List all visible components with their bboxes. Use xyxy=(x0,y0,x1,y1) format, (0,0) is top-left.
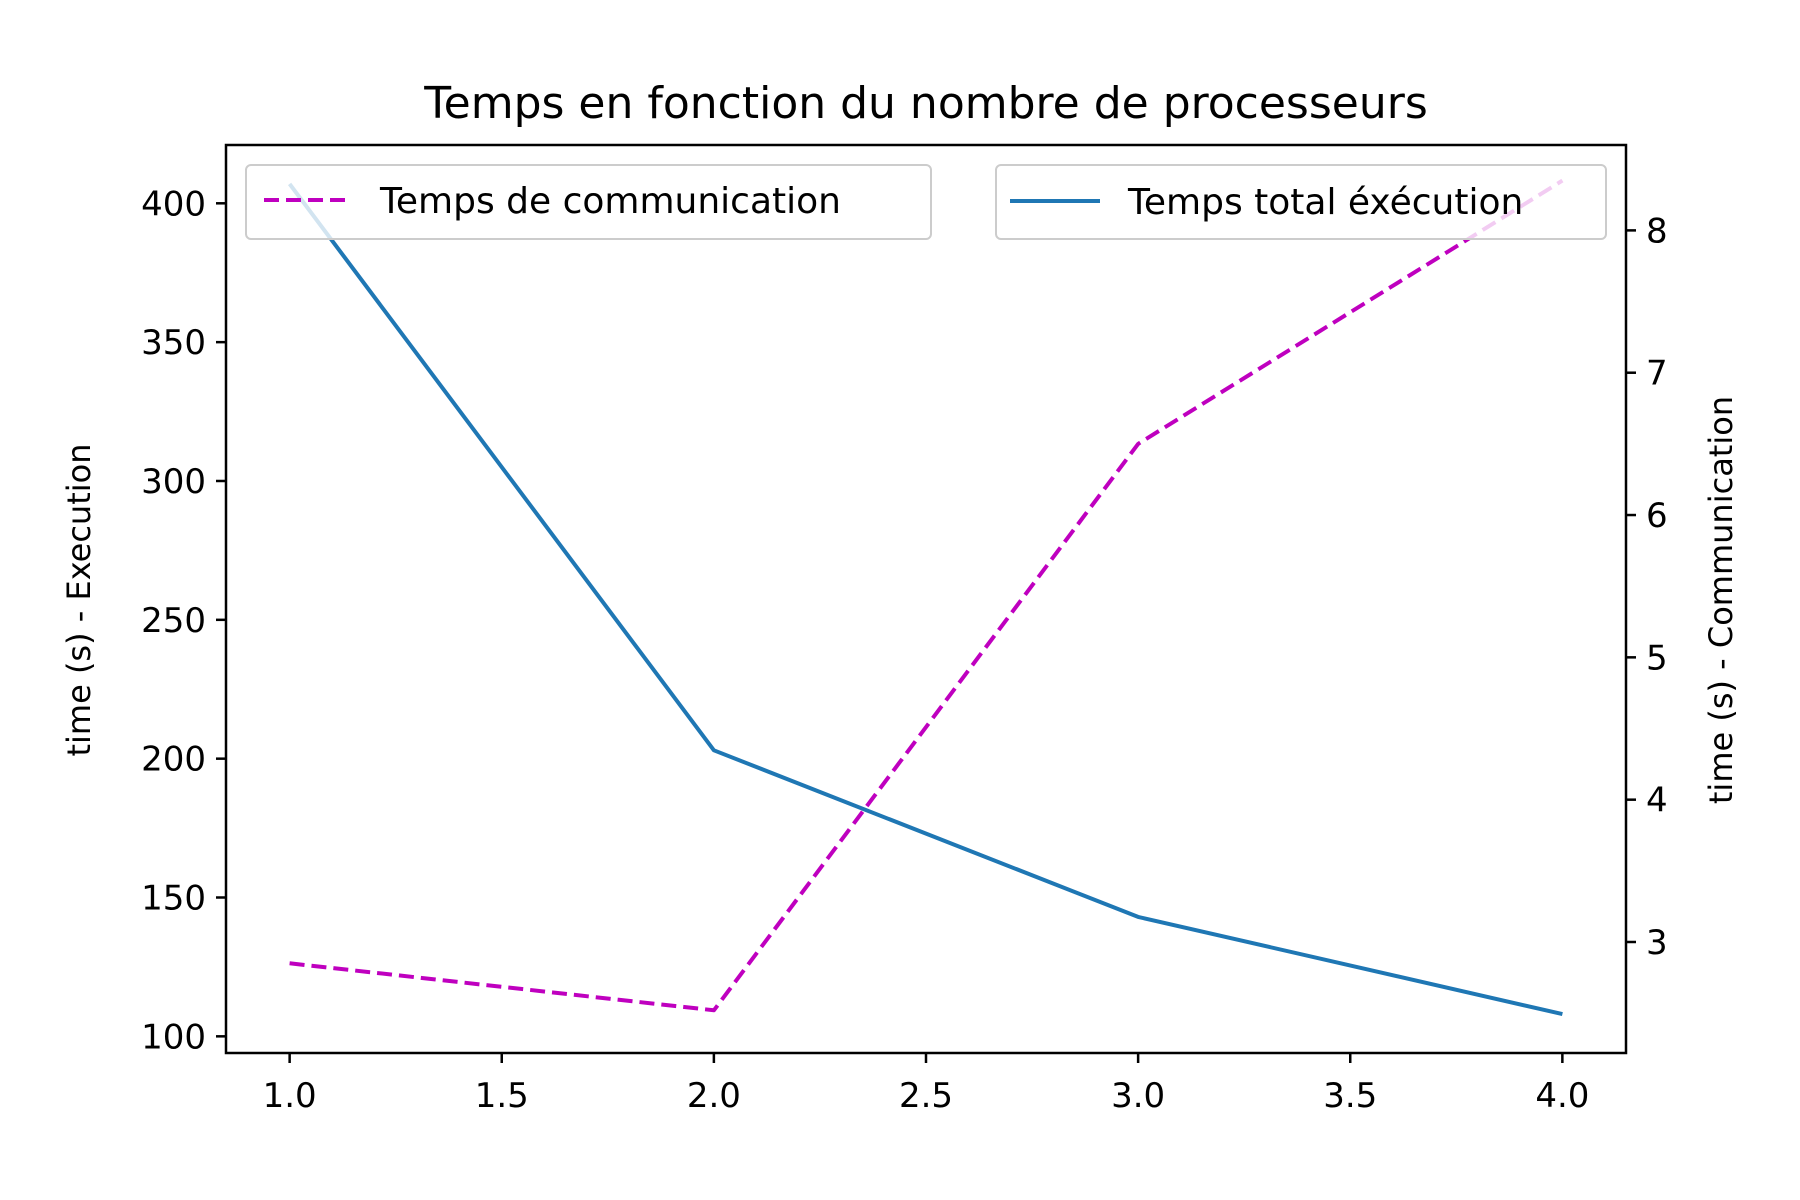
left-y-tick-label: 200 xyxy=(141,740,206,780)
plot-area xyxy=(287,178,1564,1017)
legend-communication-box xyxy=(245,164,932,240)
x-tick-label: 1.5 xyxy=(475,1076,529,1116)
x-tick-label: 2.5 xyxy=(899,1076,953,1116)
legend-total-execution-box xyxy=(995,164,1607,240)
right-y-tick-label: 4 xyxy=(1646,781,1668,821)
series-line-total-execution xyxy=(287,182,1563,1017)
right-axis-label: time (s) - Communication xyxy=(1702,396,1740,804)
left-y-tick-label: 350 xyxy=(141,323,206,363)
right-y-tick-label: 3 xyxy=(1646,923,1668,963)
right-y-tick-label: 6 xyxy=(1646,496,1668,536)
legend-total-execution: Temps total éxécution xyxy=(995,164,1607,240)
left-y-tick-label: 300 xyxy=(141,462,206,502)
right-y-tick-label: 5 xyxy=(1646,638,1668,678)
left-y-tick-label: 100 xyxy=(141,1017,206,1057)
chart-title: Temps en fonction du nombre de processeu… xyxy=(423,78,1428,129)
axes-frame xyxy=(224,143,1628,1055)
left-axis-label: time (s) - Execution xyxy=(60,443,98,756)
left-y-tick-label: 150 xyxy=(141,879,206,919)
legend-communication-label: Temps de communication xyxy=(379,181,841,222)
left-y-tick-label: 400 xyxy=(141,184,206,224)
series-line-communication xyxy=(289,178,1564,1013)
left-y-axis: 100 150 200 250 300 350 400 xyxy=(141,184,226,1057)
x-tick-label: 2.0 xyxy=(687,1076,741,1116)
right-y-tick-label: 7 xyxy=(1646,354,1668,394)
right-y-tick-label: 8 xyxy=(1646,211,1668,251)
x-tick-label: 1.0 xyxy=(263,1076,317,1116)
legend-total-execution-label: Temps total éxécution xyxy=(1127,182,1523,223)
x-axis: 1.0 1.5 2.0 2.5 3.0 3.5 4.0 xyxy=(263,1053,1589,1116)
right-y-axis: 3 4 5 6 7 8 xyxy=(1626,211,1668,963)
x-tick-label: 3.0 xyxy=(1111,1076,1165,1116)
legend-communication: Temps de communication xyxy=(245,164,932,240)
x-tick-label: 3.5 xyxy=(1323,1076,1377,1116)
x-tick-label: 4.0 xyxy=(1535,1076,1589,1116)
left-y-tick-label: 250 xyxy=(141,601,206,641)
